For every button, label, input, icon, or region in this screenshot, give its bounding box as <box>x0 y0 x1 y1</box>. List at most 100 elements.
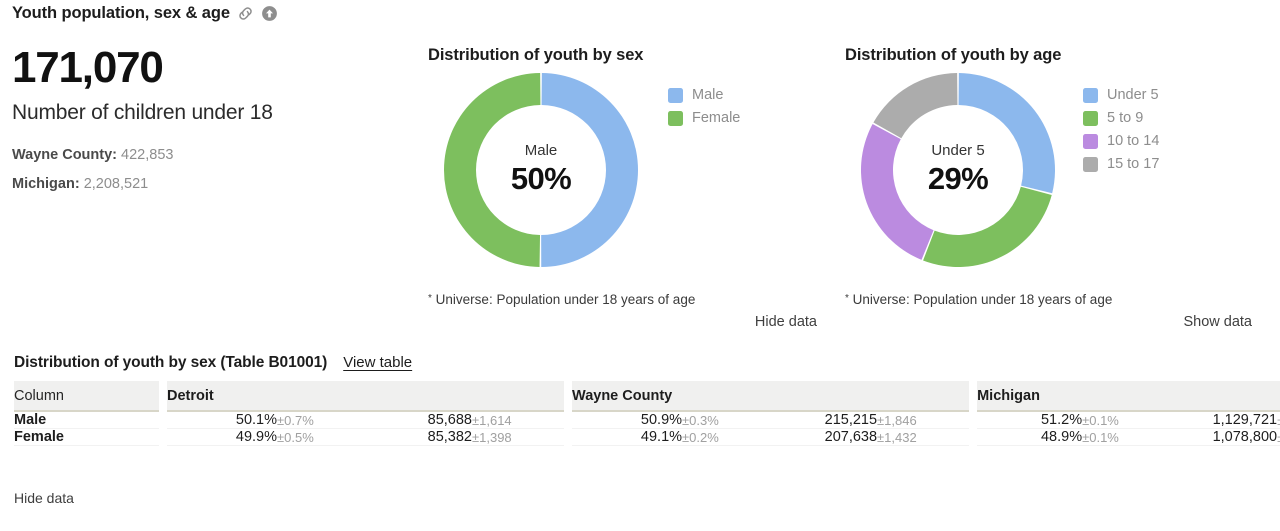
wayne-pct-moe: ±0.3% <box>682 411 783 429</box>
chart-title: Distribution of youth by sex <box>428 46 644 64</box>
legend-swatch <box>668 87 683 103</box>
cell-gap <box>159 411 167 429</box>
legend-label: 10 to 14 <box>1107 133 1160 149</box>
comparison-list: Wayne County: 422,853 Michigan: 2,208,52… <box>12 146 412 193</box>
comparison-value: 422,853 <box>121 147 174 164</box>
michigan-count: 1,129,721 <box>1177 411 1278 429</box>
toggle-data-age[interactable]: Show data <box>1183 314 1252 330</box>
cell-gap <box>969 429 977 446</box>
donut-svg <box>443 73 638 267</box>
comparison-item: Michigan: 2,208,521 <box>12 175 412 193</box>
cell-gap <box>564 429 572 446</box>
donut-svg <box>861 73 1055 267</box>
table-header-row: Distribution of youth by sex (Table B010… <box>14 354 1260 372</box>
donut-slice-5-to-9[interactable] <box>923 186 1052 267</box>
asterisk: * <box>845 293 849 304</box>
michigan-pct: 51.2% <box>977 411 1083 429</box>
legend-item[interactable]: Under 5 <box>1083 87 1159 103</box>
th-gap <box>564 381 573 411</box>
primary-stat: 171,070 Number of children under 18 Wayn… <box>12 43 412 204</box>
circle-up-arrow-icon[interactable] <box>261 5 278 22</box>
comparison-name: Wayne County: <box>12 147 117 164</box>
distribution-table: Column Detroit Wayne County Michigan Mal… <box>14 381 1280 446</box>
detroit-pct: 49.9% <box>167 428 277 446</box>
chart-footnote: * Universe: Population under 18 years of… <box>428 292 695 307</box>
detroit-count-moe: ±1,398 <box>472 428 565 446</box>
donut-chart-age[interactable]: Under 5 29% <box>859 71 1057 269</box>
legend-label: 15 to 17 <box>1107 156 1160 172</box>
footnote-text: Universe: Population under 18 years of a… <box>852 292 1113 307</box>
chart-legend-age: Under 5 5 to 9 10 to 14 15 to 17 <box>1083 87 1159 179</box>
michigan-count-moe: ±3,259 <box>1277 428 1280 446</box>
wayne-pct: 50.9% <box>572 411 683 429</box>
legend-item[interactable]: 5 to 9 <box>1083 110 1159 126</box>
footnote-text: Universe: Population under 18 years of a… <box>435 292 696 307</box>
detroit-count-moe: ±1,614 <box>472 411 565 429</box>
chart-body: Male 50% Male Female <box>428 71 828 283</box>
wayne-pct-moe: ±0.2% <box>682 428 783 446</box>
cell-gap <box>969 411 977 429</box>
wayne-count-moe: ±1,846 <box>877 411 970 429</box>
donut-slice-under-5[interactable] <box>958 73 1055 194</box>
detroit-pct-moe: ±0.5% <box>277 428 377 446</box>
legend-label: Male <box>692 87 724 103</box>
section-header: Youth population, sex & age <box>12 4 278 23</box>
toggle-data-sex[interactable]: Hide data <box>754 314 817 330</box>
chart-body: Under 5 29% Under 5 5 to 9 10 to 14 15 to 1… <box>845 71 1265 283</box>
chart-legend-sex: Male Female <box>668 87 740 133</box>
table-head: Column Detroit Wayne County Michigan <box>14 381 1280 412</box>
legend-label: Under 5 <box>1107 87 1159 103</box>
donut-chart-sex[interactable]: Male 50% <box>442 71 640 269</box>
table-title: Distribution of youth by sex (Table B010… <box>14 354 328 371</box>
asterisk: * <box>428 293 432 304</box>
michigan-count: 1,078,800 <box>1177 428 1278 446</box>
donut-slice-female[interactable] <box>443 73 541 267</box>
page-title: Youth population, sex & age <box>12 4 230 22</box>
legend-label: Female <box>692 110 741 126</box>
th-group-wayne-county: Wayne County <box>572 381 970 412</box>
stat-label: Number of children under 18 <box>12 100 273 124</box>
hide-data-button[interactable]: Hide data <box>14 490 74 506</box>
comparison-value: 2,208,521 <box>83 176 149 193</box>
detroit-pct-moe: ±0.7% <box>277 411 377 429</box>
chart-distribution-by-age: Distribution of youth by age Under 5 29%… <box>845 46 1265 330</box>
michigan-pct-moe: ±0.1% <box>1082 411 1178 429</box>
row-label: Female <box>14 428 159 446</box>
table-row: Male 50.1% ±0.7% 85,688 ±1,614 50.9% ±0.… <box>14 411 1280 429</box>
legend-swatch <box>1083 110 1098 126</box>
legend-item[interactable]: Female <box>668 110 740 126</box>
cell-gap <box>564 411 572 429</box>
legend-item[interactable]: 10 to 14 <box>1083 133 1159 149</box>
th-gap <box>159 381 167 411</box>
detroit-pct: 50.1% <box>167 411 277 429</box>
donut-slice-15-to-17[interactable] <box>873 73 958 139</box>
chart-distribution-by-sex: Distribution of youth by sex Male 50% Ma… <box>428 46 828 330</box>
chart-title: Distribution of youth by age <box>845 46 1062 64</box>
stat-value: 171,070 <box>12 43 164 92</box>
michigan-count-moe: ±3,387 <box>1277 411 1280 429</box>
detroit-count: 85,688 <box>377 411 472 429</box>
cell-gap <box>159 429 167 446</box>
legend-item[interactable]: 15 to 17 <box>1083 156 1159 172</box>
wayne-pct: 49.1% <box>572 428 683 446</box>
donut-slice-male[interactable] <box>541 73 638 267</box>
legend-item[interactable]: Male <box>668 87 740 103</box>
table-row: Female 49.9% ±0.5% 85,382 ±1,398 49.1% ±… <box>14 428 1280 446</box>
michigan-pct: 48.9% <box>977 428 1083 446</box>
th-group-michigan: Michigan <box>977 381 1280 412</box>
data-table-section: Distribution of youth by sex (Table B010… <box>14 354 1280 446</box>
detroit-count: 85,382 <box>377 428 472 446</box>
wayne-count: 215,215 <box>782 411 878 429</box>
legend-label: 5 to 9 <box>1107 110 1144 126</box>
donut-slice-10-to-14[interactable] <box>861 124 934 260</box>
wayne-count-moe: ±1,432 <box>877 428 970 446</box>
chart-footnote: * Universe: Population under 18 years of… <box>845 292 1112 307</box>
link-icon[interactable] <box>237 5 254 22</box>
th-group-detroit: Detroit <box>167 381 565 412</box>
view-table-link[interactable]: View table <box>343 354 413 371</box>
legend-swatch <box>1083 156 1098 172</box>
wayne-count: 207,638 <box>782 428 878 446</box>
michigan-pct-moe: ±0.1% <box>1082 428 1178 446</box>
legend-swatch <box>1083 133 1098 149</box>
